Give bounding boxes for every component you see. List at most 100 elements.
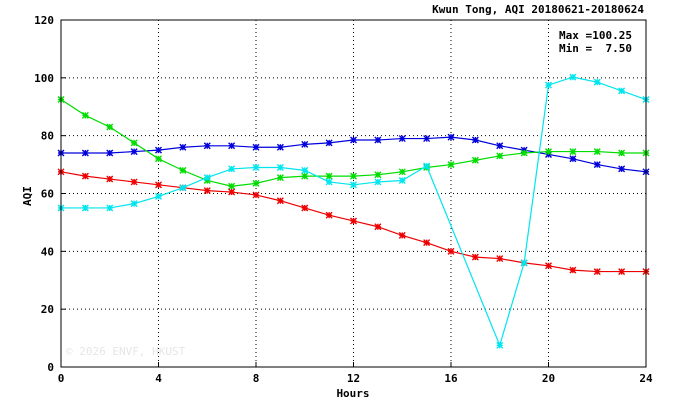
data-point xyxy=(301,140,309,148)
chart-title: Kwun Tong, AQI 20180621-20180624 xyxy=(432,3,644,16)
data-point xyxy=(325,139,333,147)
x-tick-label: 8 xyxy=(253,372,260,385)
data-point xyxy=(593,161,601,169)
data-point xyxy=(81,204,89,212)
data-point xyxy=(374,171,382,179)
y-tick-label: 120 xyxy=(34,14,54,27)
grid-lines xyxy=(61,20,646,367)
data-point xyxy=(130,178,138,186)
data-point xyxy=(179,166,187,174)
data-point xyxy=(447,161,455,169)
data-point xyxy=(81,172,89,180)
data-point xyxy=(228,188,236,196)
data-point xyxy=(398,231,406,239)
data-point xyxy=(252,163,260,171)
data-point xyxy=(569,266,577,274)
data-point xyxy=(106,175,114,183)
x-tick-label: 4 xyxy=(155,372,162,385)
series-layer xyxy=(57,73,650,349)
data-point xyxy=(276,174,284,182)
data-point xyxy=(276,143,284,151)
data-point xyxy=(228,165,236,173)
x-tick-label: 16 xyxy=(444,372,458,385)
data-point xyxy=(593,268,601,276)
x-tick-labels: 0 4 8 12 16 20 24 xyxy=(58,362,653,385)
data-point xyxy=(155,181,162,189)
y-tick-label: 0 xyxy=(47,361,54,374)
x-tick-label: 20 xyxy=(542,372,555,385)
data-point xyxy=(252,143,260,151)
data-point xyxy=(203,174,211,182)
data-point xyxy=(252,179,260,187)
data-point xyxy=(155,146,162,154)
data-point xyxy=(423,239,431,247)
data-point xyxy=(252,191,260,199)
series-line xyxy=(61,76,647,348)
data-point xyxy=(130,148,138,156)
data-point xyxy=(374,178,382,186)
min-label: Min = xyxy=(559,42,592,55)
data-point xyxy=(471,136,479,144)
data-point xyxy=(545,262,552,270)
data-point xyxy=(496,142,504,150)
data-point xyxy=(350,172,357,180)
data-point xyxy=(447,247,455,255)
data-point xyxy=(130,200,138,208)
data-point xyxy=(447,133,455,141)
data-point xyxy=(350,136,357,144)
data-point xyxy=(276,163,284,171)
data-point xyxy=(593,78,601,86)
data-point xyxy=(398,168,406,176)
data-point xyxy=(569,155,577,163)
data-point xyxy=(203,187,211,195)
x-tick-label: 24 xyxy=(639,372,653,385)
data-point xyxy=(130,139,138,147)
x-tick-label: 0 xyxy=(58,372,65,385)
data-point xyxy=(350,181,357,189)
data-point xyxy=(81,111,89,119)
data-point xyxy=(106,149,114,157)
data-point xyxy=(496,152,504,160)
y-tick-label: 20 xyxy=(41,303,54,316)
data-point xyxy=(569,73,577,81)
data-point xyxy=(374,223,382,231)
series-4 xyxy=(57,73,650,349)
data-point xyxy=(569,148,577,156)
data-point xyxy=(520,259,528,267)
max-label: Max = xyxy=(559,29,592,42)
y-tick-label: 40 xyxy=(41,245,54,258)
data-point xyxy=(179,184,187,192)
data-point xyxy=(155,155,162,163)
data-point xyxy=(496,255,504,263)
watermark: © 2026 ENVF, HKUST xyxy=(66,345,186,358)
data-point xyxy=(398,176,406,184)
data-point xyxy=(325,211,333,219)
min-value: 7.50 xyxy=(606,42,633,55)
data-point xyxy=(179,143,187,151)
data-point xyxy=(106,204,114,212)
x-axis-label: Hours xyxy=(336,387,369,400)
data-point xyxy=(276,197,284,205)
y-tick-labels: 0 20 40 60 80 100 120 xyxy=(34,14,66,374)
x-tick-label: 12 xyxy=(347,372,360,385)
data-point xyxy=(496,341,504,349)
data-point xyxy=(520,149,528,157)
data-point xyxy=(545,148,552,156)
y-axis-label: AQI xyxy=(21,186,34,206)
data-point xyxy=(423,162,431,170)
data-point xyxy=(471,156,479,164)
data-point xyxy=(325,172,333,180)
data-point xyxy=(228,142,236,150)
data-point xyxy=(106,123,114,131)
data-point xyxy=(618,268,626,276)
y-tick-label: 60 xyxy=(41,188,54,201)
data-point xyxy=(374,136,382,144)
data-point xyxy=(471,253,479,261)
data-point xyxy=(81,149,89,157)
data-point xyxy=(325,178,333,186)
data-point xyxy=(301,166,309,174)
y-tick-label: 100 xyxy=(34,72,54,85)
series-2 xyxy=(57,96,650,190)
data-point xyxy=(301,172,309,180)
data-point xyxy=(593,148,601,156)
